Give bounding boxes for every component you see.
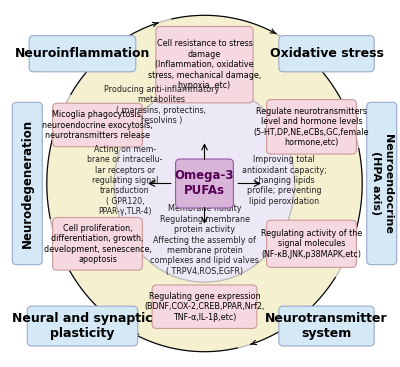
Text: Neurodegeneration: Neurodegeneration xyxy=(21,119,34,248)
FancyBboxPatch shape xyxy=(367,102,397,265)
Text: Regulating activity of the
signal molecules
(NF-κB,JNK,p38MAPK,etc): Regulating activity of the signal molecu… xyxy=(261,229,362,259)
FancyBboxPatch shape xyxy=(29,36,136,72)
Text: Regulate neurotransmitters
level and hormone levels
(5-HT,DP,NE,eCBs,GC,female
h: Regulate neurotransmitters level and hor… xyxy=(254,107,369,147)
FancyBboxPatch shape xyxy=(53,103,142,147)
Text: Neurotransmitter
system: Neurotransmitter system xyxy=(265,312,388,340)
FancyBboxPatch shape xyxy=(267,99,356,154)
FancyBboxPatch shape xyxy=(53,218,142,270)
Text: Neuroendocrine
(HPA axis): Neuroendocrine (HPA axis) xyxy=(371,134,392,233)
Text: Micoglia phagocytosis,
neuroendocrine exocytosis,
neurotransmitters release: Micoglia phagocytosis, neuroendocrine ex… xyxy=(42,110,153,140)
Ellipse shape xyxy=(47,15,362,352)
Text: Neuroinflammation: Neuroinflammation xyxy=(15,47,150,60)
Text: Improving total
antioxidant capacity;
changing lipids
profile; preventing
lipid : Improving total antioxidant capacity; ch… xyxy=(242,155,326,206)
FancyBboxPatch shape xyxy=(156,26,253,103)
Text: Acting on mem-
brane or intracellu-
lar receptors or
regulating signal
transduct: Acting on mem- brane or intracellu- lar … xyxy=(87,145,162,216)
Text: Omega-3
PUFAs: Omega-3 PUFAs xyxy=(175,170,234,197)
FancyBboxPatch shape xyxy=(152,285,257,328)
Ellipse shape xyxy=(114,85,295,282)
FancyBboxPatch shape xyxy=(279,306,374,346)
Text: Membrane fluidity
Regulating membrane
protein activity
Affecting the assembly of: Membrane fluidity Regulating membrane pr… xyxy=(150,204,259,276)
Text: Cell resistance to stress
damage
(Inflammation, oxidative
stress, mechanical dam: Cell resistance to stress damage (Inflam… xyxy=(148,39,261,90)
FancyBboxPatch shape xyxy=(279,36,374,72)
FancyBboxPatch shape xyxy=(176,159,234,208)
FancyBboxPatch shape xyxy=(12,102,42,265)
Text: Cell proliferation,
differentiation, growth,
development, senescence,
apoptosis: Cell proliferation, differentiation, gro… xyxy=(44,224,152,264)
Text: Neural and synaptic
plasticity: Neural and synaptic plasticity xyxy=(12,312,153,340)
Text: Oxidative stress: Oxidative stress xyxy=(270,47,384,60)
FancyBboxPatch shape xyxy=(267,220,356,268)
Text: Producing anti-inflammatory
metabolites
( maresins, protectins,
resolvins ): Producing anti-inflammatory metabolites … xyxy=(104,85,219,125)
Text: Regulating gene expression
(BDNF,COX-2,CREB,PPAR,Nrf2,
TNF-α,IL-1β,etc): Regulating gene expression (BDNF,COX-2,C… xyxy=(144,292,265,321)
FancyBboxPatch shape xyxy=(27,306,138,346)
